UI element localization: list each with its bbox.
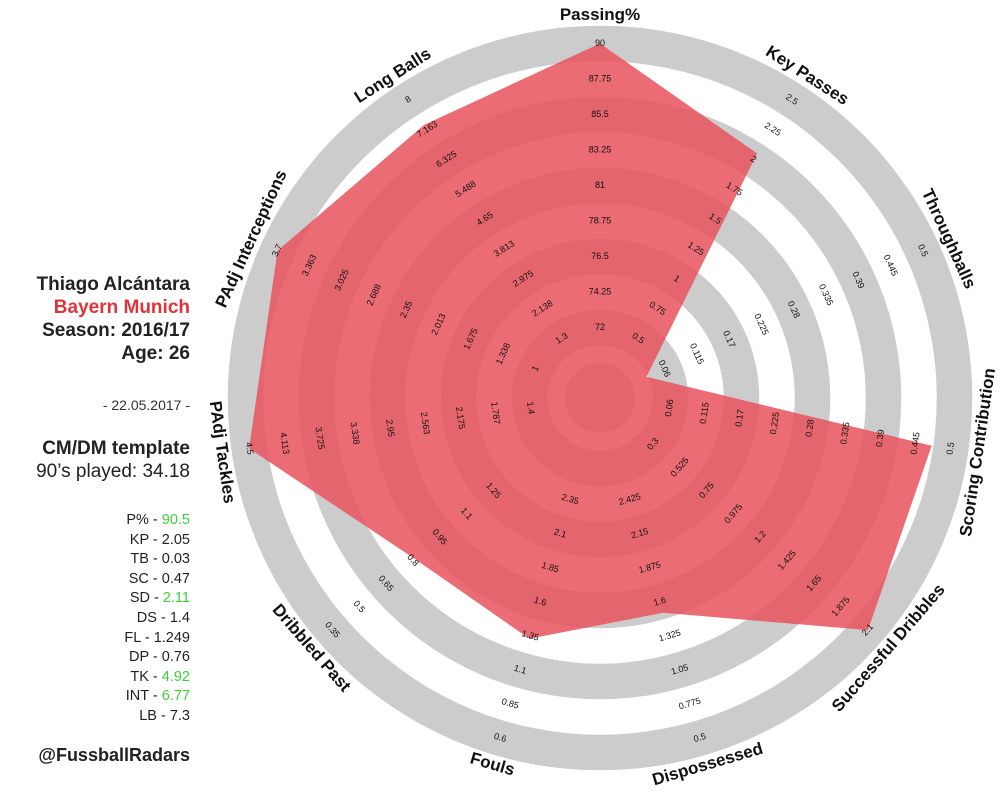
tick-label: 1	[530, 364, 541, 373]
stat-row: FL - 1.249	[124, 629, 190, 649]
tick-label: 1.1	[513, 663, 528, 676]
stat-row: LB - 7.3	[124, 707, 190, 727]
stat-value: 4.92	[161, 668, 190, 685]
tick-label: 0.225	[768, 411, 781, 435]
stat-value: 2.05	[161, 531, 190, 548]
tick-label: 1	[672, 273, 682, 284]
tick-label: 2.1	[553, 527, 568, 540]
tick-label: 1.4	[525, 401, 537, 415]
tick-label: 1.05	[670, 662, 690, 677]
tick-label: 1.85	[540, 560, 560, 575]
tick-label: 2.175	[454, 406, 467, 430]
tick-label: 0.6	[493, 731, 508, 744]
stat-label: DS -	[136, 609, 170, 626]
tick-label: 3.338	[349, 421, 362, 445]
tick-label: 0.85	[500, 696, 520, 711]
stat-row: DP - 0.76	[124, 648, 190, 668]
tick-label: 3.725	[313, 426, 326, 450]
stat-row: KP - 2.05	[124, 531, 190, 551]
template-label: CM/DM template	[42, 438, 190, 459]
stat-value: 7.3	[169, 707, 190, 724]
stat-label: TK -	[130, 668, 162, 685]
player-info-panel: Thiago Alcántara Bayern Munich Season: 2…	[0, 0, 190, 800]
stat-row: P% - 90.5	[124, 511, 190, 531]
stat-value: 6.77	[161, 688, 190, 705]
stat-label: DP -	[128, 649, 162, 666]
stat-value: 0.03	[161, 551, 190, 568]
tick-label: 85.5	[591, 109, 609, 119]
stat-row: SD - 2.11	[124, 589, 190, 609]
tick-label: 0.5	[944, 442, 956, 456]
stat-label: LB -	[139, 707, 170, 724]
stat-value: 90.5	[161, 512, 190, 528]
tick-label: 81	[595, 180, 605, 190]
stat-value: 0.76	[161, 649, 190, 666]
tick-label: 0.28	[803, 419, 815, 438]
tick-label: 1.787	[489, 401, 502, 425]
tick-label: 72	[595, 322, 605, 332]
minutes-played-label: 90’s played: 34.18	[36, 461, 190, 482]
tick-label: 1.6	[533, 595, 548, 608]
stat-value: 1.249	[153, 629, 190, 646]
tick-label: 2.35	[560, 492, 580, 507]
tick-label: 4.5	[244, 442, 256, 456]
tick-label: 1.35	[520, 628, 540, 643]
age-label: Age: 26	[121, 343, 190, 364]
tick-label: 0.06	[663, 399, 675, 418]
tick-label: 87.75	[589, 73, 612, 83]
stat-label: TB -	[130, 551, 162, 568]
tick-label: 0.445	[909, 431, 922, 455]
stat-label: SD -	[129, 590, 163, 607]
tick-label: 2	[749, 153, 759, 164]
tick-label: 3.7	[270, 243, 284, 259]
tick-label: 2.563	[419, 411, 432, 435]
stat-label: P% -	[126, 512, 162, 528]
player-polygon	[249, 43, 932, 639]
stat-value: 1.4	[169, 609, 190, 626]
axis-label: Passing%	[560, 5, 640, 24]
tick-label: 0.5	[692, 731, 707, 744]
tick-label: 83.25	[589, 144, 612, 154]
stat-label: INT -	[125, 688, 162, 705]
tick-label: 8	[403, 94, 413, 105]
player-name: Thiago Alcántara	[36, 274, 190, 295]
tick-label: 90	[595, 38, 605, 48]
tick-label: 0.115	[698, 401, 711, 424]
team-name: Bayern Munich	[53, 297, 190, 318]
tick-label: 0.335	[838, 421, 851, 445]
tick-label: 0.39	[874, 429, 886, 448]
stat-label: KP -	[129, 531, 162, 548]
tick-label: 2.95	[384, 419, 396, 438]
tick-label: 76.5	[591, 251, 609, 261]
stat-row: TB - 0.03	[124, 550, 190, 570]
tick-label: 0.5	[916, 243, 930, 259]
tick-label: 4.113	[278, 432, 291, 455]
tick-label: 78.75	[589, 215, 612, 225]
stat-value: 2.11	[162, 590, 190, 607]
twitter-handle: @FussballRadars	[38, 745, 190, 765]
stat-row: DS - 1.4	[124, 609, 190, 629]
tick-label: 2.15	[630, 526, 650, 541]
stat-row: TK - 4.92	[124, 668, 190, 688]
tick-label: 1.6	[652, 595, 667, 608]
date-label: - 22.05.2017 -	[102, 397, 190, 413]
stat-value: 0.47	[161, 570, 190, 587]
stat-label: SC -	[128, 570, 162, 587]
season-label: Season: 2016/17	[42, 320, 190, 341]
tick-label: 0.17	[733, 409, 745, 428]
stat-row: SC - 0.47	[124, 570, 190, 590]
stats-list: P% - 90.5 KP - 2.05 TB - 0.03 SC - 0.47 …	[124, 511, 190, 727]
stat-label: FL -	[124, 629, 154, 646]
tick-label: 74.25	[589, 286, 612, 296]
stat-row: INT - 6.77	[124, 687, 190, 707]
